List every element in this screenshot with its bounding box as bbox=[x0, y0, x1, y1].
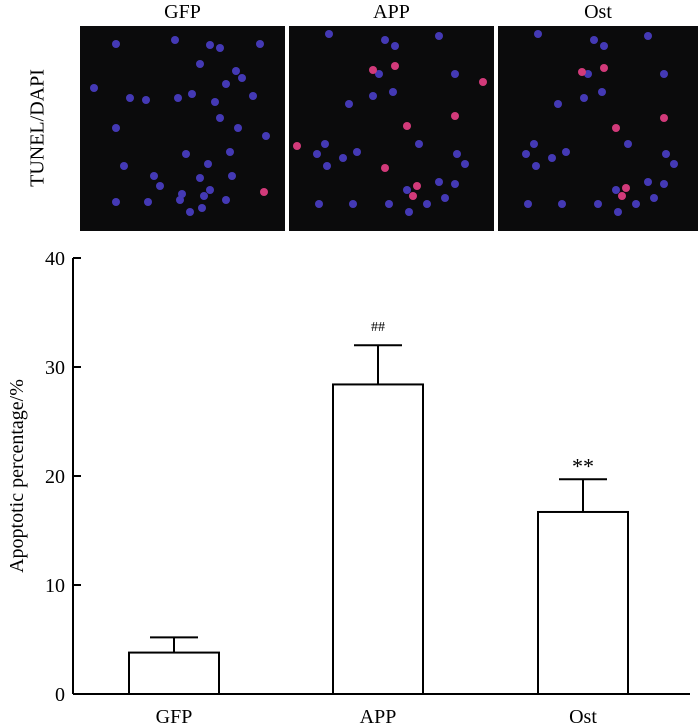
bar-chart: 0 10 20 30 40 GFP APP ## Ost ** Apoptotic percenta… bbox=[6, 248, 690, 724]
micrograph-ost-nuclei bbox=[522, 30, 678, 216]
bar-ost bbox=[537, 510, 629, 695]
x-tick-label: GFP bbox=[156, 706, 193, 724]
panel-label-app: APP bbox=[373, 1, 410, 23]
significance-annotation: ## bbox=[371, 320, 385, 335]
y-tick-label: 20 bbox=[45, 466, 65, 488]
significance-annotation: ** bbox=[572, 453, 594, 478]
y-tick-label: 10 bbox=[45, 575, 65, 597]
y-tick-label: 40 bbox=[45, 248, 65, 270]
bar-app bbox=[332, 383, 424, 695]
panel-label-gfp: GFP bbox=[164, 1, 201, 23]
chart-labels: 0 10 20 30 40 GFP APP ## Ost ** Apoptotic percenta… bbox=[6, 248, 597, 724]
chart-bars bbox=[128, 344, 629, 695]
row-label-tunel-dapi: TUNEL/DAPI bbox=[26, 69, 49, 187]
panel-label-ost: Ost bbox=[584, 1, 612, 23]
x-tick-label: Ost bbox=[569, 706, 597, 724]
micrograph-app bbox=[289, 26, 494, 231]
y-axis-title: Apoptotic percentage/% bbox=[6, 379, 28, 573]
x-tick-label: APP bbox=[360, 706, 397, 724]
micrograph-gfp-nuclei bbox=[90, 36, 270, 216]
micrograph-app-nuclei bbox=[293, 30, 487, 216]
micrograph-ost bbox=[498, 26, 698, 231]
y-tick-label: 0 bbox=[55, 684, 65, 706]
micrograph-gfp bbox=[80, 26, 285, 231]
bar-gfp bbox=[128, 651, 220, 695]
y-tick-label: 30 bbox=[45, 357, 65, 379]
